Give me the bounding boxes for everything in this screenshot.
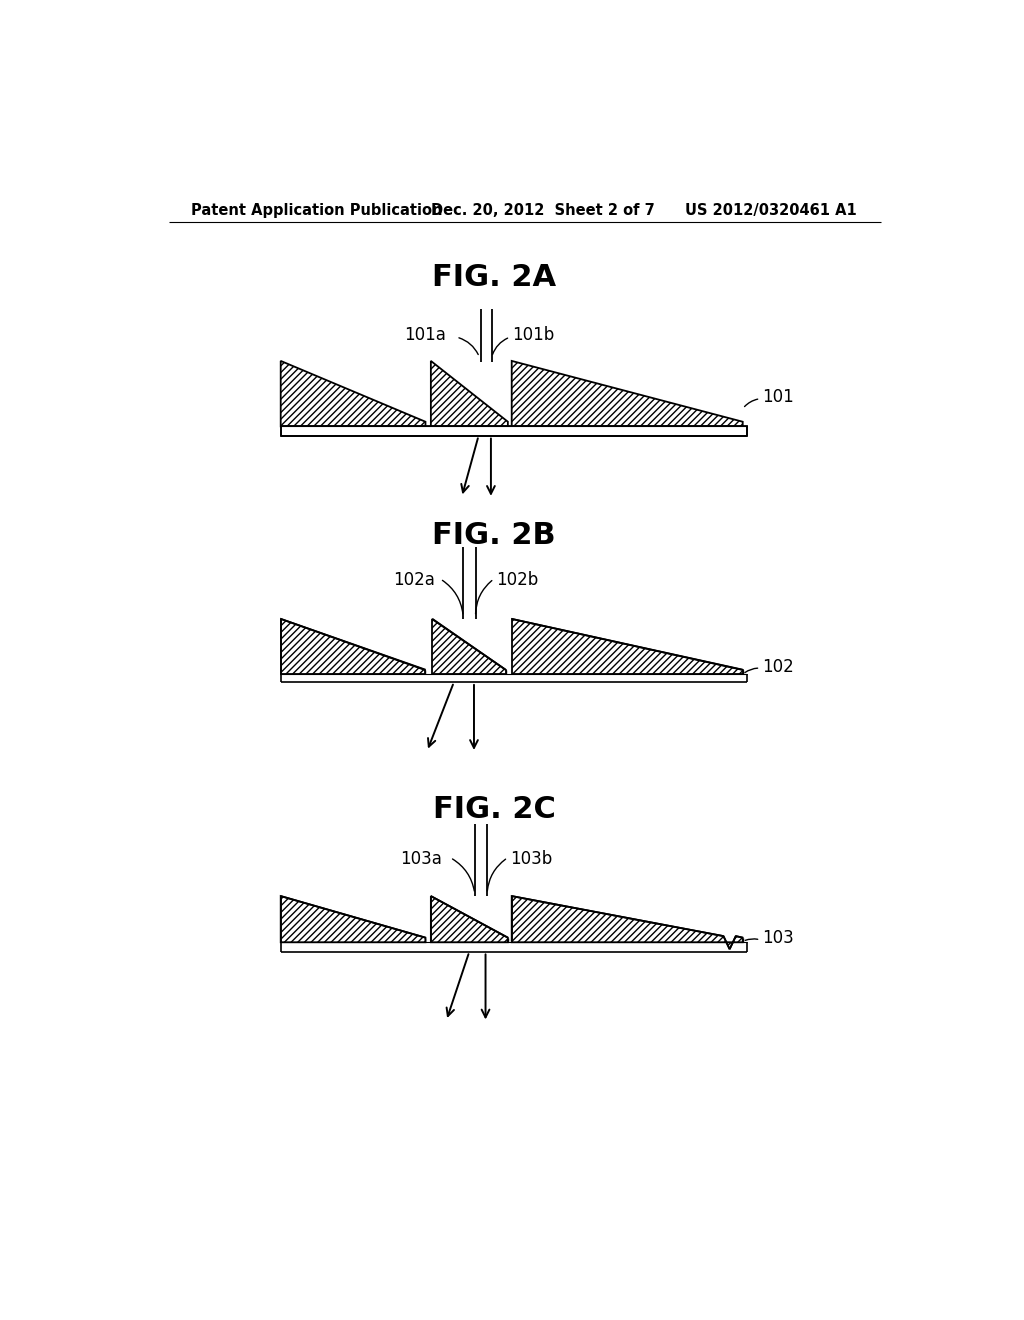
Text: Dec. 20, 2012  Sheet 2 of 7: Dec. 20, 2012 Sheet 2 of 7 [431,203,654,218]
Text: 102b: 102b [497,572,539,589]
Text: 103: 103 [762,929,794,948]
Polygon shape [281,360,425,426]
Polygon shape [432,619,506,675]
Polygon shape [281,426,746,436]
Text: FIG. 2B: FIG. 2B [432,521,556,550]
Polygon shape [431,360,508,426]
Text: 102a: 102a [393,572,435,589]
Text: FIG. 2C: FIG. 2C [432,795,555,824]
Text: 101: 101 [762,388,794,407]
Polygon shape [431,896,508,942]
Text: Patent Application Publication: Patent Application Publication [190,203,442,218]
Polygon shape [281,619,425,675]
Text: 102: 102 [762,657,794,676]
Polygon shape [512,896,742,949]
Text: US 2012/0320461 A1: US 2012/0320461 A1 [685,203,857,218]
Polygon shape [512,360,742,426]
Text: 103b: 103b [510,850,552,869]
Polygon shape [281,896,425,942]
Text: FIG. 2A: FIG. 2A [432,263,556,292]
Text: 101b: 101b [512,326,554,345]
Text: 103a: 103a [400,850,442,869]
Polygon shape [512,619,742,675]
Text: 101a: 101a [404,326,446,345]
